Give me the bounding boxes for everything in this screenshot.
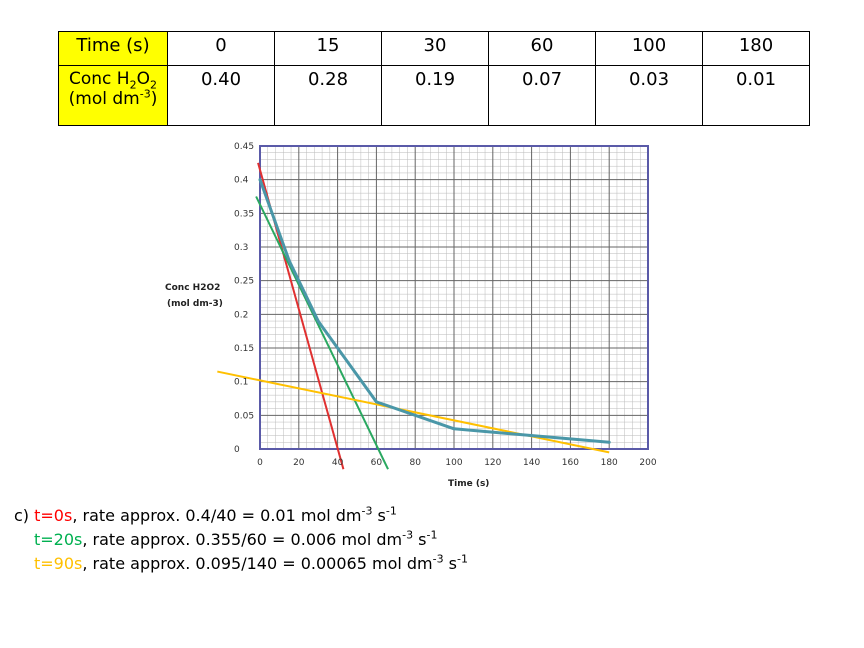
data-point [316, 319, 320, 323]
conc-cell: 0.01 [702, 65, 810, 126]
conc-cell: 0.07 [488, 65, 596, 126]
note-line-t90: t=90s, rate approx. 0.095/140 = 0.00065 … [14, 552, 468, 576]
note-line-t0: c) t=0s, rate approx. 0.4/40 = 0.01 mol … [14, 504, 468, 528]
subscript: 2 [149, 78, 157, 92]
chart-lines [217, 162, 611, 470]
subscript: 2 [129, 78, 137, 92]
y-tick-label: 0.45 [234, 142, 254, 152]
chart-grid [259, 145, 649, 450]
time-cell: 180 [702, 31, 810, 66]
data-point [287, 258, 291, 262]
y-tick-label: 0.4 [234, 176, 249, 186]
conc-header-cell: Conc H2O2 (mol dm-3) [58, 65, 168, 126]
time-cell: 60 [488, 31, 596, 66]
y-tick-label: 0.1 [234, 378, 248, 388]
y-tick-label: 0.25 [234, 277, 254, 287]
tangent-line [217, 370, 610, 454]
table-row-conc: Conc H2O2 (mol dm-3) 0.40 0.28 0.19 0.07… [58, 65, 810, 126]
series-line [258, 179, 610, 444]
y-axis-label: (mol dm-3) [167, 299, 223, 309]
time-cell: 0 [167, 31, 275, 66]
superscript: -3 [432, 552, 444, 566]
plot-area-border [259, 145, 649, 450]
conc-header-text: O [136, 69, 150, 89]
y-tick-labels: 0 0.05 0.1 0.15 0.2 0.25 0.3 0.35 0.4 0.45 [234, 142, 254, 455]
x-tick-label: 200 [639, 458, 656, 468]
conc-header-unit: (mol dm [68, 89, 140, 109]
y-tick-label: 0.2 [234, 310, 248, 320]
y-tick-label: 0.35 [234, 209, 254, 219]
x-tick-labels: 0 20 40 60 80 100 120 140 160 180 200 [257, 458, 657, 468]
note-time-label: t=90s [34, 554, 83, 573]
time-cell: 15 [274, 31, 382, 66]
note-text: , rate approx. 0.4/40 = 0.01 mol dm [72, 506, 362, 525]
conc-cell: 0.19 [381, 65, 489, 126]
chart-frame [259, 145, 649, 450]
y-tick-label: 0.05 [234, 411, 254, 421]
y-tick-label: 0.3 [234, 243, 248, 253]
rate-notes: c) t=0s, rate approx. 0.4/40 = 0.01 mol … [14, 504, 468, 576]
time-cell: 100 [595, 31, 703, 66]
conc-cell: 0.40 [167, 65, 275, 126]
x-tick-label: 0 [257, 458, 263, 468]
note-line-t20: t=20s, rate approx. 0.355/60 = 0.006 mol… [14, 528, 468, 552]
tangent-line [255, 196, 389, 470]
x-tick-label: 80 [409, 458, 421, 468]
x-tick-label: 20 [293, 458, 305, 468]
time-header-cell: Time (s) [58, 31, 168, 66]
conc-header-unit: ) [150, 89, 158, 109]
data-point [607, 440, 611, 444]
superscript: -1 [385, 504, 397, 518]
note-prefix: c) [14, 506, 35, 525]
note-text: , rate approx. 0.095/140 = 0.00065 mol d… [82, 554, 433, 573]
superscript: -1 [426, 528, 438, 542]
y-tick-label: 0.15 [234, 344, 254, 354]
x-tick-label: 120 [484, 458, 501, 468]
data-point [452, 427, 456, 431]
conc-header-text: Conc H [69, 69, 130, 89]
superscript: -1 [457, 552, 468, 566]
table-row-time: Time (s) 0 15 30 60 100 180 [58, 31, 810, 66]
conc-cell: 0.28 [274, 65, 382, 126]
note-time-label: t=0s [34, 506, 73, 525]
data-point [258, 178, 262, 182]
superscript: -3 [361, 504, 373, 518]
x-tick-label: 140 [523, 458, 540, 468]
superscript: -3 [402, 528, 414, 542]
x-tick-label: 60 [371, 458, 383, 468]
time-cell: 30 [381, 31, 489, 66]
x-tick-label: 180 [601, 458, 618, 468]
note-text: s [443, 554, 458, 573]
conc-cell: 0.03 [595, 65, 703, 126]
note-time-label: t=20s [34, 530, 83, 549]
concentration-time-chart: 0 20 40 60 80 100 120 140 160 180 200 0 0.05 0.1 0.15… [165, 142, 657, 489]
y-tick-label: 0 [234, 445, 240, 455]
data-table: Time (s) 0 15 30 60 100 180 Conc H2O2 (m… [58, 31, 810, 126]
x-tick-label: 100 [445, 458, 462, 468]
note-text: s [413, 530, 427, 549]
note-text: , rate approx. 0.355/60 = 0.006 mol dm [82, 530, 403, 549]
data-point [374, 400, 378, 404]
x-axis-label: Time (s) [448, 479, 489, 489]
x-tick-label: 160 [562, 458, 579, 468]
y-axis-label: Conc H2O2 [165, 283, 220, 293]
x-tick-label: 40 [332, 458, 344, 468]
note-text: s [372, 506, 386, 525]
superscript: -3 [139, 87, 151, 101]
